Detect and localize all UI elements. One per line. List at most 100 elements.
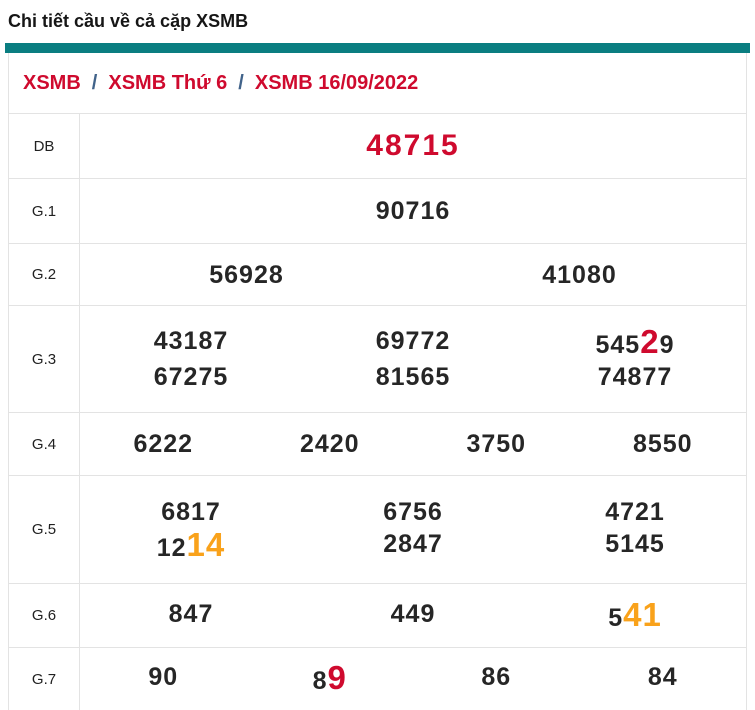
- digit-plain: 6817: [161, 497, 221, 526]
- prize-number: 1214: [80, 528, 302, 564]
- prize-number: 69772: [302, 325, 524, 361]
- prize-number: 449: [302, 598, 524, 634]
- prize-row-label: G.1: [31, 202, 57, 220]
- digit-plain: 2420: [299, 430, 360, 458]
- digit-plain: 5: [608, 603, 624, 632]
- prize-number: 48715: [80, 127, 746, 165]
- digit-plain: 69772: [375, 327, 451, 355]
- digit-plain: 86: [481, 663, 512, 691]
- digit-plain: 41080: [542, 260, 617, 289]
- digit-plain: 6756: [383, 497, 443, 526]
- prize-line: 43187 69772 54529: [80, 325, 746, 361]
- digit-plain: 6222: [133, 430, 194, 458]
- digit-highlight: 2: [640, 323, 660, 360]
- digit-highlight: 41: [623, 595, 662, 633]
- digit-plain: 3750: [466, 430, 527, 458]
- prize-line: 90 89 86 84: [80, 661, 746, 697]
- prize-number: 2420: [247, 428, 414, 460]
- digit-plain: 8550: [632, 430, 693, 458]
- prize-row-g7: G.7 90 89 86 84: [9, 647, 746, 710]
- prize-board: XSMB / XSMB Thứ 6 / XSMB 16/09/2022 DB 48715 G…: [8, 53, 747, 710]
- prize-line: 56928 41080: [80, 259, 746, 291]
- prize-row-values: 6817 6756 4721 1214 2847 5145: [79, 476, 746, 583]
- digit-plain: 4721: [605, 497, 665, 526]
- prize-row-label: DB: [33, 137, 55, 155]
- breadcrumb-separator: /: [238, 71, 244, 94]
- prize-number: 6817: [80, 496, 302, 528]
- digit-plain: 5145: [605, 529, 665, 558]
- prize-row-g4: G.4 6222 2420 3750 8550: [9, 412, 746, 475]
- prize-row-values: 56928 41080: [79, 244, 746, 305]
- breadcrumb-separator: /: [91, 71, 98, 94]
- prize-line: 48715: [80, 127, 746, 165]
- prize-number: 847: [80, 598, 302, 634]
- prize-number: 43187: [80, 325, 302, 361]
- prize-number: 86: [413, 661, 580, 697]
- prize-row-values: 847 449 541: [79, 584, 746, 647]
- digit-plain: 545: [595, 331, 641, 359]
- prize-row-label: G.3: [31, 350, 57, 368]
- prize-number: 6756: [302, 496, 524, 528]
- prize-number: 89: [247, 661, 414, 697]
- prize-line: 1214 2847 5145: [80, 528, 746, 564]
- digit-plain: 84: [647, 663, 678, 691]
- accent-bar: [5, 43, 750, 53]
- breadcrumb-link[interactable]: XSMB 16/09/2022: [254, 71, 419, 94]
- prize-row-g1: G.1 90716: [9, 178, 746, 243]
- prize-number: 2847: [302, 528, 524, 564]
- prize-row-values: 6222 2420 3750 8550: [79, 413, 746, 475]
- prize-number: 5145: [524, 528, 746, 564]
- digit-plain: 8: [312, 667, 328, 695]
- prize-table: DB 48715 G.1 90716 G.2 56928 41080 G.3 43187 6977…: [9, 113, 746, 710]
- digit-plain: 9: [659, 331, 675, 359]
- prize-number: 74877: [524, 361, 746, 393]
- prize-number: 67275: [80, 361, 302, 393]
- prize-number: 90: [80, 661, 247, 697]
- prize-row-label: G.5: [31, 521, 57, 538]
- prize-row-g3: G.3 43187 69772 54529 67275 81565 74877: [9, 305, 746, 412]
- breadcrumb: XSMB / XSMB Thứ 6 / XSMB 16/09/2022: [9, 53, 746, 113]
- prize-number: 56928: [80, 259, 413, 291]
- prize-row-label: G.2: [31, 266, 57, 283]
- digit-plain: 12: [156, 533, 187, 562]
- prize-line: 6222 2420 3750 8550: [80, 428, 746, 460]
- breadcrumb-link[interactable]: XSMB Thứ 6: [108, 71, 228, 94]
- prize-number: 8550: [580, 428, 747, 460]
- digit-plain: 43187: [153, 327, 229, 355]
- prize-number: 41080: [413, 259, 746, 291]
- digit-plain: 56928: [209, 260, 284, 289]
- prize-row-values: 43187 69772 54529 67275 81565 74877: [79, 306, 746, 412]
- prize-number: 6222: [80, 428, 247, 460]
- prize-row-label: G.6: [31, 607, 57, 624]
- digit-plain: 847: [168, 599, 214, 628]
- prize-row-values: 90 89 86 84: [79, 648, 746, 710]
- digit-plain: 90716: [375, 197, 451, 225]
- digit-highlight: 9: [327, 659, 347, 696]
- prize-number: 3750: [413, 428, 580, 460]
- prize-row-g2: G.2 56928 41080: [9, 243, 746, 305]
- prize-line: 847 449 541: [80, 598, 746, 634]
- prize-row-g5: G.5 6817 6756 4721 1214 2847 5145: [9, 475, 746, 583]
- page-title: Chi tiết cầu về cả cặp XSMB: [8, 11, 249, 31]
- prize-row-label: G.4: [31, 435, 57, 453]
- prize-number: 84: [580, 661, 747, 697]
- prize-line: 67275 81565 74877: [80, 361, 746, 393]
- prize-row-values: 48715: [79, 114, 746, 178]
- digit-plain: 48715: [366, 128, 460, 162]
- digit-plain: 74877: [597, 363, 673, 391]
- prize-row-db: DB 48715: [9, 113, 746, 178]
- prize-number: 541: [524, 598, 746, 634]
- prize-number: 81565: [302, 361, 524, 393]
- prize-number: 54529: [524, 325, 746, 361]
- prize-number: 90716: [80, 195, 746, 227]
- prize-line: 6817 6756 4721: [80, 496, 746, 528]
- prize-row-label: G.7: [31, 670, 57, 688]
- digit-plain: 449: [390, 599, 436, 628]
- prize-line: 90716: [80, 195, 746, 227]
- prize-row-values: 90716: [79, 179, 746, 243]
- digit-highlight: 14: [186, 525, 226, 563]
- digit-plain: 2847: [383, 529, 443, 558]
- breadcrumb-link[interactable]: XSMB: [23, 71, 81, 94]
- prize-number: 4721: [524, 496, 746, 528]
- prize-row-g6: G.6 847 449 541: [9, 583, 746, 647]
